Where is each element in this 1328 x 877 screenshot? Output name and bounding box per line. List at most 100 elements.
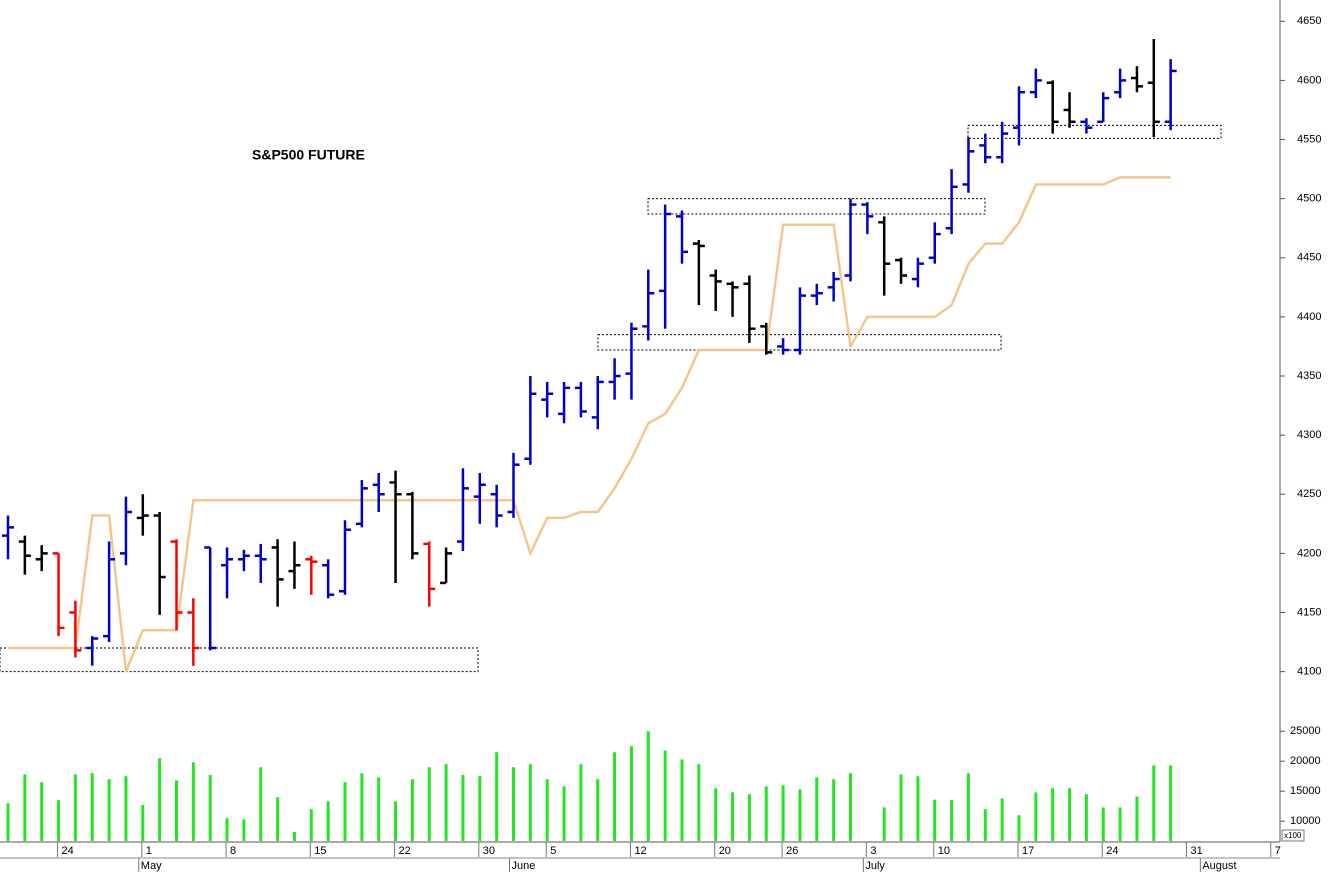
volume-bar xyxy=(360,773,364,841)
x-tick-label: 1 xyxy=(146,845,152,857)
volume-bar xyxy=(242,819,246,841)
volume-bar xyxy=(326,801,330,841)
zone xyxy=(647,198,986,215)
y-tick-label: 4600 xyxy=(1297,74,1321,86)
volume-bar xyxy=(107,779,111,841)
volume-bar xyxy=(259,767,263,841)
volume-bar xyxy=(1135,796,1139,841)
volume-bar xyxy=(1017,815,1021,841)
volume-bar xyxy=(292,832,296,841)
zone xyxy=(0,647,479,673)
volume-tick-label: 20000 xyxy=(1290,755,1321,767)
volume-bar xyxy=(579,764,583,841)
volume-bar xyxy=(764,786,768,841)
volume-bar xyxy=(6,803,10,841)
unit-box xyxy=(1281,829,1305,842)
volume-bar xyxy=(23,774,27,841)
volume-bar xyxy=(343,782,347,841)
volume-bar xyxy=(512,767,515,841)
volume-bar xyxy=(1051,788,1055,841)
x-tick-label: 26 xyxy=(786,845,798,857)
y-tick-label: 4550 xyxy=(1297,133,1321,145)
y-tick-label: 4200 xyxy=(1297,547,1321,559)
volume-tick-label: 15000 xyxy=(1290,785,1321,797)
month-label: June xyxy=(512,860,536,872)
y-tick-label: 4300 xyxy=(1297,429,1321,441)
volume-bar xyxy=(697,764,701,841)
volume-bar xyxy=(158,758,162,841)
volume-bar xyxy=(798,789,802,841)
volume-bar xyxy=(629,746,633,841)
volume-bar xyxy=(40,782,44,841)
volume-bar xyxy=(1118,807,1122,841)
x-tick-label: 30 xyxy=(483,845,495,857)
x-tick-label: 3 xyxy=(870,845,876,857)
volume-bar xyxy=(983,809,987,841)
volume-bar xyxy=(1169,765,1173,841)
y-tick-label: 4250 xyxy=(1297,488,1321,500)
volume-bar xyxy=(410,779,414,841)
volume-bar xyxy=(613,752,617,841)
volume-bar xyxy=(309,809,313,841)
volume-bar xyxy=(191,762,195,841)
x-tick-label: 8 xyxy=(230,845,236,857)
volume-bar xyxy=(714,788,718,841)
x-tick-label: 20 xyxy=(719,845,731,857)
volume-bar xyxy=(57,800,61,841)
month-label: July xyxy=(865,860,885,872)
volume-bar xyxy=(747,794,751,841)
y-tick-label: 4350 xyxy=(1297,370,1321,382)
volume-bar xyxy=(528,764,532,841)
y-tick-label: 4400 xyxy=(1297,311,1321,323)
volume-bar xyxy=(90,773,94,841)
volume-bar xyxy=(478,776,482,841)
volume-bar xyxy=(1034,792,1038,841)
volume-bar xyxy=(124,776,128,841)
volume-bar xyxy=(1101,807,1105,841)
month-label: May xyxy=(141,860,162,872)
volume-tick-label: 25000 xyxy=(1290,725,1321,737)
x-tick-label: 24 xyxy=(62,845,74,857)
chart-title: S&P500 FUTURE xyxy=(252,147,365,163)
volume-bar xyxy=(933,799,937,841)
volume-bar xyxy=(596,779,600,841)
volume-bar xyxy=(916,776,920,841)
x-tick-label: 10 xyxy=(938,845,950,857)
volume-bar xyxy=(1068,788,1072,841)
volume-bar xyxy=(495,752,499,841)
volume-bar xyxy=(966,773,970,841)
volume-bar xyxy=(394,801,398,841)
zone xyxy=(967,124,1222,139)
x-tick-label: 17 xyxy=(1022,845,1034,857)
volume-bar xyxy=(950,800,954,841)
volume-bar xyxy=(562,786,566,841)
trend-line xyxy=(8,176,1171,673)
volume-bar xyxy=(815,777,819,841)
x-tick-label: 31 xyxy=(1191,845,1203,857)
volume-bar xyxy=(1000,798,1004,841)
volume-bar xyxy=(175,780,178,841)
volume-tick-label: 10000 xyxy=(1290,815,1321,827)
volume-bar xyxy=(225,818,229,841)
volume-bar xyxy=(781,785,785,841)
y-tick-label: 4650 xyxy=(1297,15,1321,27)
volume-bar xyxy=(444,764,448,841)
volume-bar xyxy=(882,807,886,841)
volume-unit: x100 xyxy=(1284,831,1302,840)
volume-bar xyxy=(276,797,280,841)
volume-bar xyxy=(141,805,145,841)
volume-bar xyxy=(899,774,903,841)
volume-bar xyxy=(377,777,381,841)
volume-bar xyxy=(1152,765,1156,841)
volume-bar xyxy=(663,750,667,841)
volume-bar xyxy=(1084,794,1088,841)
volume-bar xyxy=(208,775,212,841)
volume-bar xyxy=(427,767,431,841)
x-tick-label: 15 xyxy=(314,845,326,857)
volume-bar xyxy=(680,759,684,841)
volume-bar xyxy=(461,775,465,841)
x-tick-label: 24 xyxy=(1106,845,1118,857)
